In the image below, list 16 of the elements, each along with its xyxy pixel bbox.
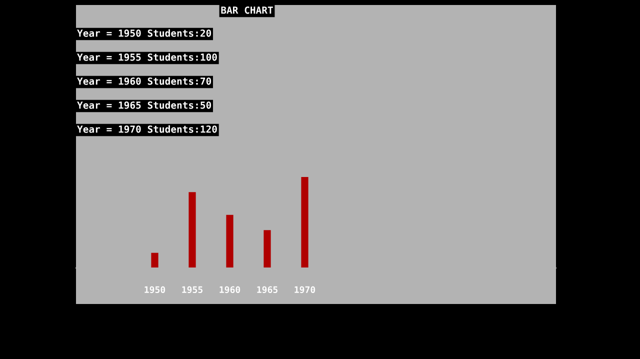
x-tick-label: 1950 [144,286,166,294]
text: Year = 1955 Students:100 [77,53,217,61]
x-tick-label: 1970 [294,286,316,294]
bar [226,214,234,268]
bar [188,192,196,268]
text: Year = 1950 Students:20 [77,29,212,37]
x-tick-label: 1960 [220,286,240,294]
x-tick-label: 1965 [257,286,278,294]
bar [301,177,308,268]
text: Year = 1965 Students:50 [77,101,212,109]
chart-title: BAR CHART [221,6,273,14]
text: Year = 1960 Students:70 [77,77,212,85]
text: Year = 1970 Students:120 [77,125,217,133]
bar [151,252,158,268]
bar [264,230,271,268]
x-tick-label: 1955 [182,286,203,294]
